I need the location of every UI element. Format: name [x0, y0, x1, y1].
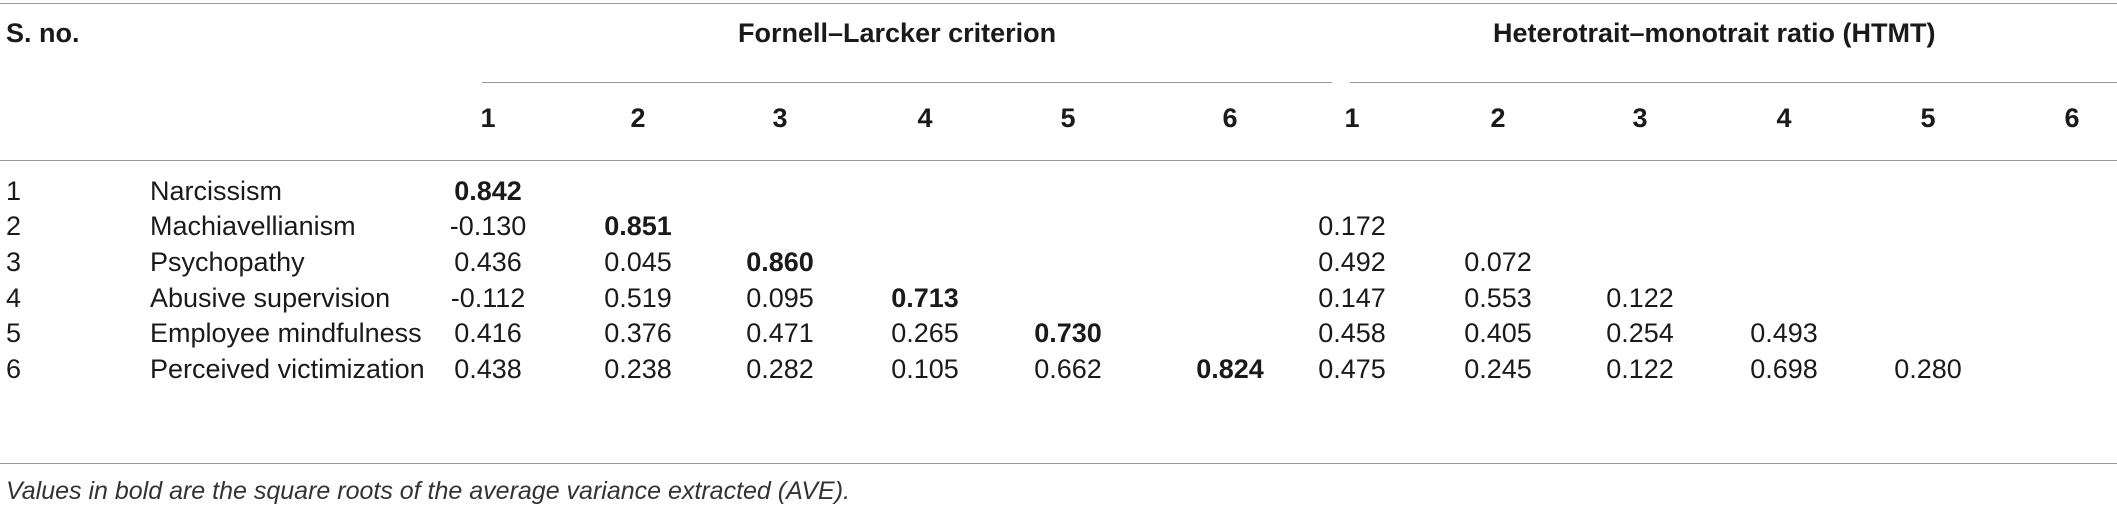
header-sno: S. no. [6, 18, 80, 48]
htmt-value: 0.147 [1318, 283, 1386, 313]
ave-root-value: 0.824 [1196, 354, 1264, 384]
row-sno: 6 [6, 354, 22, 384]
fl-value: 0.095 [746, 283, 814, 313]
row-sno: 1 [6, 176, 22, 206]
htmt-value: 0.172 [1318, 211, 1386, 241]
fl-value: 0.376 [604, 318, 672, 348]
fl-value: -0.112 [450, 283, 526, 313]
fl-value: 0.471 [746, 318, 814, 348]
bottom-rule [0, 463, 2117, 464]
fl-col-header: 4 [917, 103, 933, 133]
row-sno: 3 [6, 247, 22, 277]
ave-root-value: 0.730 [1034, 318, 1102, 348]
fl-value: 0.662 [1034, 354, 1102, 384]
row-sno: 2 [6, 211, 22, 241]
table-footnote: Values in bold are the square roots of t… [6, 477, 851, 505]
fl-col-header: 5 [1060, 103, 1076, 133]
fl-value: 0.265 [891, 318, 959, 348]
row-construct-name: Psychopathy [150, 247, 305, 277]
row-sno: 4 [6, 283, 22, 313]
fl-col-header: 3 [772, 103, 788, 133]
htmt-value: 0.553 [1464, 283, 1532, 313]
htmt-value: 0.492 [1318, 247, 1386, 277]
fl-value: 0.416 [454, 318, 522, 348]
row-construct-name: Narcissism [150, 176, 282, 206]
fl-col-header: 2 [630, 103, 646, 133]
fl-value: 0.438 [454, 354, 522, 384]
fl-value: 0.045 [604, 247, 672, 277]
htmt-value: 0.493 [1750, 318, 1818, 348]
top-rule [0, 3, 2117, 4]
htmt-col-header: 5 [1920, 103, 1936, 133]
htmt-value: 0.245 [1464, 354, 1532, 384]
htmt-col-header: 1 [1344, 103, 1360, 133]
fl-col-header: 1 [480, 103, 496, 133]
htmt-value: 0.280 [1894, 354, 1962, 384]
row-construct-name: Abusive supervision [150, 283, 391, 313]
htmt-value: 0.122 [1606, 354, 1674, 384]
htmt-value: 0.254 [1606, 318, 1674, 348]
ave-root-value: 0.851 [604, 211, 672, 241]
fl-col-header: 6 [1222, 103, 1238, 133]
htmt-value: 0.405 [1464, 318, 1532, 348]
fl-value: 0.238 [604, 354, 672, 384]
fl-value: 0.105 [891, 354, 959, 384]
htmt-col-header: 3 [1632, 103, 1648, 133]
row-sno: 5 [6, 318, 22, 348]
ave-root-value: 0.713 [891, 283, 959, 313]
htmt-col-header: 4 [1776, 103, 1792, 133]
htmt-value: 0.072 [1464, 247, 1532, 277]
header-bottom-rule [0, 160, 2117, 161]
fl-value: 0.436 [454, 247, 522, 277]
row-construct-name: Machiavellianism [150, 211, 356, 241]
htmt-group-rule [1350, 82, 2117, 83]
header-htmt: Heterotrait–monotrait ratio (HTMT) [1493, 18, 1936, 48]
fl-value: -0.130 [449, 211, 527, 241]
htmt-col-header: 2 [1490, 103, 1506, 133]
htmt-value: 0.698 [1750, 354, 1818, 384]
htmt-value: 0.458 [1318, 318, 1386, 348]
row-construct-name: Employee mindfulness [150, 318, 422, 348]
ave-root-value: 0.842 [454, 176, 522, 206]
row-construct-name: Perceived victimization [150, 354, 425, 384]
fl-value: 0.519 [604, 283, 672, 313]
htmt-col-header: 6 [2064, 103, 2080, 133]
htmt-value: 0.475 [1318, 354, 1386, 384]
fl-value: 0.282 [746, 354, 814, 384]
fl-group-rule [482, 82, 1332, 83]
htmt-value: 0.122 [1606, 283, 1674, 313]
ave-root-value: 0.860 [746, 247, 814, 277]
header-fornell-larcker: Fornell–Larcker criterion [738, 18, 1057, 48]
